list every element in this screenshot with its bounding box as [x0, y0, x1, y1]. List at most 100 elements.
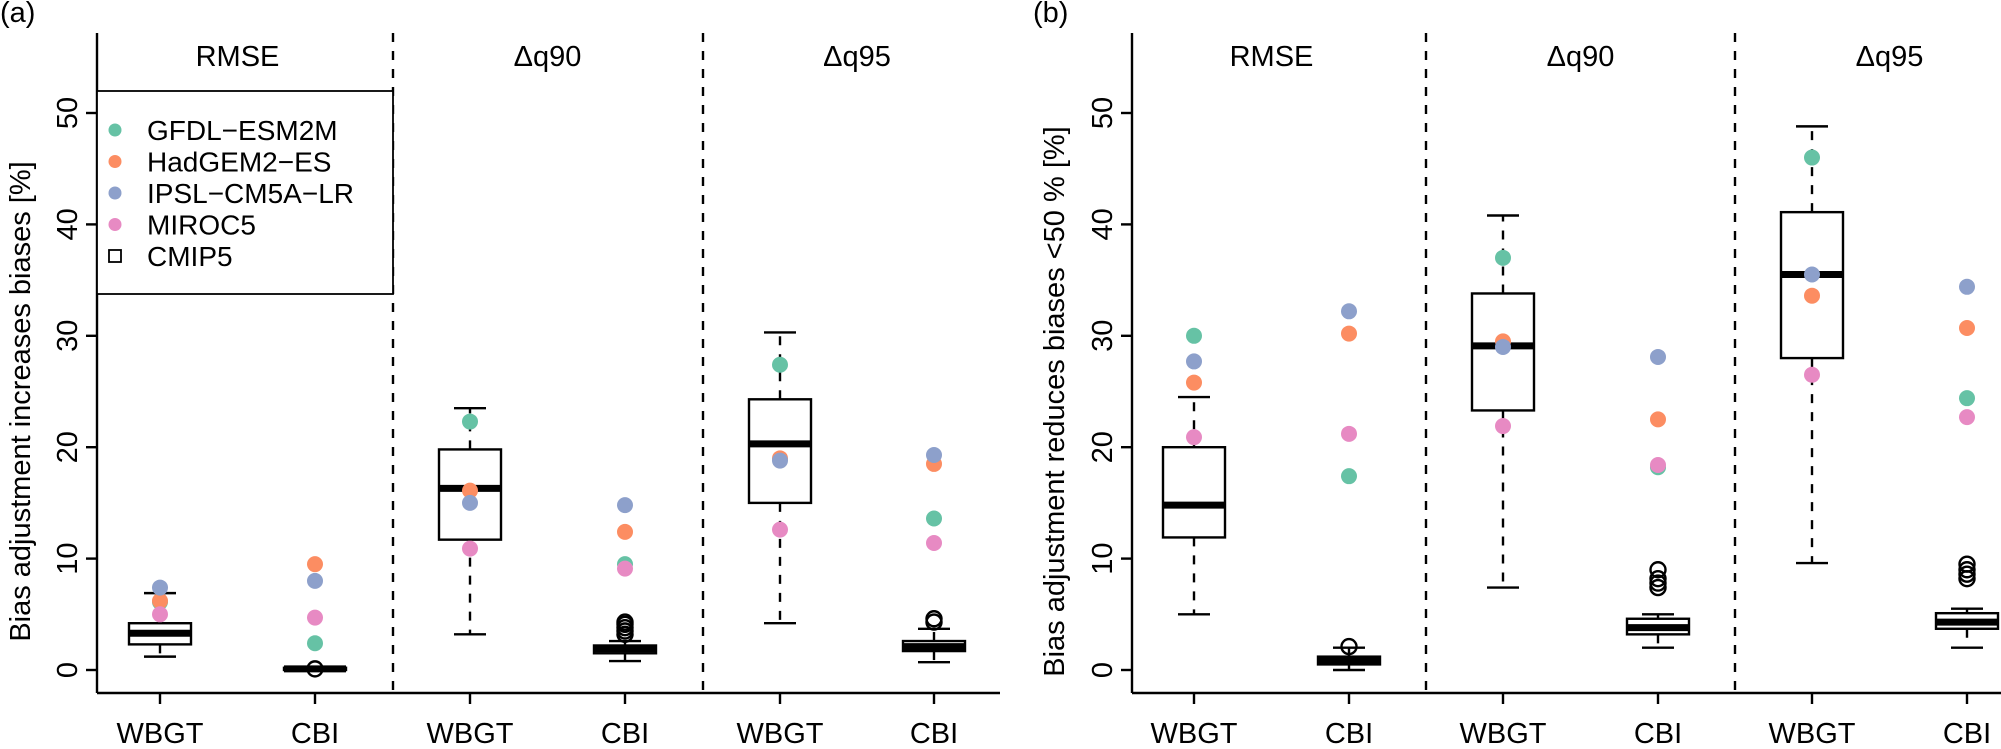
y-tick-label: 20 — [1087, 431, 1119, 463]
model-point-ipslcm5alr — [1341, 303, 1357, 320]
model-point-gfdlesm2m — [1495, 249, 1511, 266]
model-point-miroc5 — [1186, 429, 1202, 446]
model-point-hadgem2es — [307, 556, 323, 573]
boxplot-RMSE-CBI — [1316, 303, 1382, 672]
legend-marker-dot — [108, 186, 122, 200]
y-tick-label: 10 — [52, 542, 84, 574]
y-tick-label: 50 — [52, 97, 84, 129]
panel-tag: (b) — [1033, 0, 1068, 29]
boxplot-q90-CBI — [592, 497, 658, 663]
iqr-box — [1161, 446, 1227, 539]
model-point-gfdlesm2m — [772, 356, 788, 373]
y-tick-label: 30 — [52, 320, 84, 352]
y-axis-label: Bias adjustment increases biases [%] — [5, 161, 37, 641]
model-point-ipslcm5alr — [1186, 353, 1202, 370]
y-tick-label: 50 — [1087, 97, 1119, 129]
model-point-ipslcm5alr — [926, 446, 942, 463]
outlier-point — [1649, 578, 1667, 597]
x-tick-label: WBGT — [737, 718, 824, 749]
panel-b: (b) Bias adjustment reduces biases <50 % … — [1033, 0, 2001, 749]
y-tick-label: 10 — [1087, 542, 1119, 574]
facet-strip-label: Δq90 — [1547, 41, 1615, 73]
x-tick-label: CBI — [291, 718, 339, 749]
facet-strip-label: RMSE — [196, 41, 280, 73]
outlier-point — [1958, 555, 1976, 573]
model-point-miroc5 — [1650, 457, 1666, 474]
y-axis-label: Bias adjustment reduces biases <50 % [%] — [1039, 126, 1071, 677]
model-point-hadgem2es — [1341, 325, 1357, 342]
outlier-point — [616, 613, 634, 631]
y-tick-label: 0 — [52, 662, 84, 678]
model-point-gfdlesm2m — [462, 413, 478, 430]
outlier-point — [1958, 565, 1976, 583]
model-point-hadgem2es — [1804, 287, 1820, 304]
x-tick-label: WBGT — [117, 718, 204, 749]
x-tick-label: CBI — [1943, 718, 1991, 749]
y-tick-label: 40 — [52, 208, 84, 240]
legend-frame — [96, 90, 394, 295]
model-point-miroc5 — [617, 560, 633, 577]
x-tick-label: WBGT — [427, 718, 514, 749]
model-point-gfdlesm2m — [307, 635, 323, 652]
legend-label: CMIP5 — [147, 241, 233, 272]
legend-marker-dot — [108, 218, 122, 231]
model-point-miroc5 — [1804, 366, 1820, 383]
model-point-ipslcm5alr — [462, 494, 478, 511]
outlier-point — [306, 660, 324, 678]
boxplot-q95-CBI — [1934, 278, 2000, 649]
outlier-point — [1958, 561, 1976, 579]
legend-label: GFDL−ESM2M — [147, 115, 338, 146]
model-point-gfdlesm2m — [1959, 390, 1975, 407]
model-point-miroc5 — [772, 521, 788, 538]
legend-label: IPSL−CM5A−LR — [147, 178, 354, 209]
model-point-miroc5 — [1959, 409, 1975, 426]
facet-strip-label: RMSE — [1230, 41, 1314, 73]
x-tick-label: WBGT — [1460, 718, 1547, 749]
outlier-point — [1340, 637, 1358, 656]
model-point-hadgem2es — [1186, 374, 1202, 391]
boxplot-q90-WBGT — [437, 407, 503, 636]
model-point-miroc5 — [307, 609, 323, 626]
model-point-hadgem2es — [1650, 411, 1666, 428]
legend-marker-dot — [108, 123, 122, 137]
model-point-gfdlesm2m — [1341, 468, 1357, 485]
outlier-point — [925, 610, 943, 628]
model-point-ipslcm5alr — [152, 579, 168, 596]
boxplot-q95-WBGT — [747, 331, 813, 625]
y-tick-label: 30 — [1087, 320, 1119, 352]
facet-strip-label: Δq95 — [823, 41, 891, 73]
panel-tag: (a) — [0, 0, 35, 29]
outlier-point — [1649, 574, 1667, 592]
model-point-hadgem2es — [1959, 320, 1975, 337]
model-point-miroc5 — [462, 540, 478, 557]
panel-a: (a) Bias adjustment increases biases [%] 0… — [0, 0, 1000, 749]
x-tick-label: CBI — [1325, 718, 1373, 749]
facet-strip-label: Δq90 — [514, 41, 582, 73]
model-point-ipslcm5alr — [1650, 348, 1666, 365]
x-tick-label: CBI — [1634, 718, 1682, 749]
model-point-ipslcm5alr — [1959, 278, 1975, 295]
model-point-ipslcm5alr — [617, 497, 633, 514]
outlier-point — [1649, 569, 1667, 588]
model-point-gfdlesm2m — [926, 510, 942, 527]
model-point-ipslcm5alr — [772, 452, 788, 469]
legend-label: HadGEM2−ES — [147, 147, 331, 178]
iqr-box — [1779, 210, 1845, 360]
outlier-point — [1649, 561, 1667, 579]
model-point-miroc5 — [1341, 425, 1357, 442]
model-point-hadgem2es — [152, 592, 168, 609]
model-point-gfdlesm2m — [1186, 327, 1202, 344]
boxplot-RMSE-CBI — [282, 556, 348, 678]
model-point-hadgem2es — [617, 523, 633, 540]
model-point-ipslcm5alr — [1804, 266, 1820, 283]
x-tick-label: WBGT — [1151, 718, 1238, 749]
facet-strip-label: Δq95 — [1856, 41, 1924, 73]
legend-marker-dot — [108, 155, 122, 168]
boxplot-RMSE-WBGT — [1161, 327, 1227, 616]
model-point-hadgem2es — [462, 482, 478, 499]
legend: GFDL−ESM2MHadGEM2−ESIPSL−CM5A−LRMIROC5CM… — [96, 90, 394, 295]
x-tick-label: CBI — [910, 718, 958, 749]
x-tick-label: WBGT — [1769, 718, 1856, 749]
legend-marker-box — [108, 249, 122, 263]
